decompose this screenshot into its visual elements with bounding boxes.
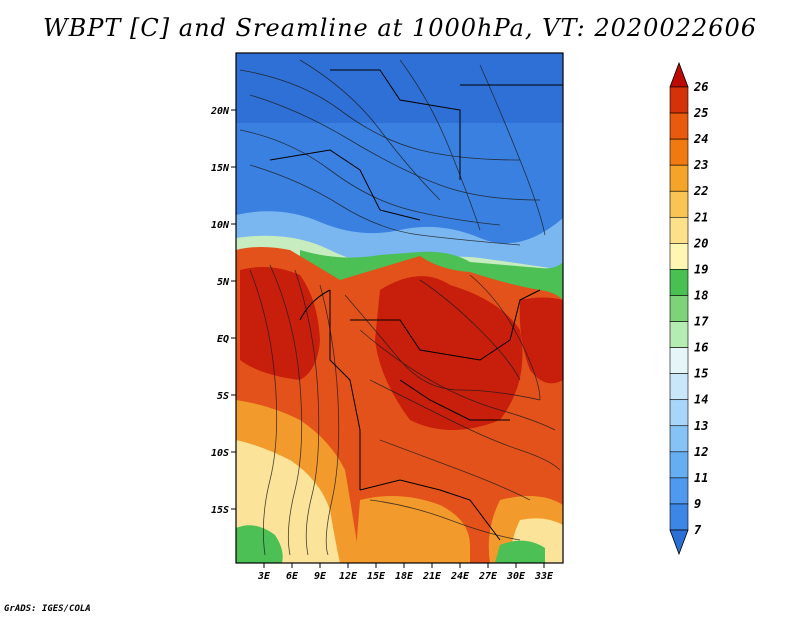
lat-label: 10N <box>211 220 230 231</box>
lon-label: 9E <box>314 571 327 582</box>
colorbar-bin <box>669 451 689 479</box>
lat-label: 20N <box>210 106 230 117</box>
lon-label: 27E <box>478 571 498 582</box>
colorbar-label: 20 <box>693 236 708 250</box>
footer-credit: GrADS: IGES/COLA <box>4 604 91 614</box>
green-southeast <box>495 540 545 563</box>
hot-core-east <box>519 297 563 384</box>
colorbar-bin <box>669 243 689 270</box>
lon-label: 33E <box>534 571 554 582</box>
hot-core-west <box>240 266 320 380</box>
colorbar-bin <box>669 321 689 348</box>
lon-label: 3E <box>257 571 271 582</box>
green-southwest <box>236 525 283 563</box>
colorbar-label: 25 <box>693 106 708 120</box>
colorbar-label: 13 <box>694 419 708 433</box>
colorbar-label: 9 <box>694 497 701 511</box>
colorbar-bin <box>669 190 689 218</box>
country-borders <box>269 69 563 541</box>
colorbar-label: 7 <box>694 523 702 537</box>
colorbar-bin <box>669 269 689 296</box>
cold-deep-region <box>236 53 563 123</box>
colorbar-bin <box>669 503 689 531</box>
colorbar-bin <box>669 164 689 192</box>
colorbar-label: 16 <box>694 341 708 355</box>
colorbar-label: 12 <box>694 445 708 459</box>
colorbar-label: 17 <box>694 315 709 329</box>
colorbar-bottom-triangle <box>669 529 689 556</box>
lon-label: 21E <box>422 571 442 582</box>
colorbar-bin <box>669 373 689 401</box>
colorbar-label: 24 <box>693 132 708 146</box>
lat-label: 15S <box>211 505 229 516</box>
colorbar-bin <box>669 138 689 166</box>
longitude-axis: 3E 6E 9E 12E 15E 18E 21E 24E 27E 30E 33E <box>257 563 554 582</box>
map-frame <box>235 52 564 564</box>
colorbar-label: 26 <box>693 80 708 94</box>
colorbar-label: 11 <box>694 471 708 485</box>
colorbar-label: 22 <box>693 184 708 198</box>
lat-label: EQ <box>217 334 229 345</box>
colorbar-label: 15 <box>694 367 708 381</box>
lat-label: 15N <box>211 163 230 174</box>
orange-south <box>355 496 470 563</box>
colorbar-label: 14 <box>694 393 708 407</box>
colorbar-bin <box>669 216 689 244</box>
colorbar-bin <box>669 347 689 374</box>
colorbar-bin <box>669 477 689 505</box>
colorbar-top-triangle <box>669 61 689 88</box>
colorbar-label: 18 <box>694 288 708 302</box>
colorbar-bin <box>669 295 689 322</box>
colorbar: 7 9 11 12 13 14 15 16 17 18 19 20 21 22 23 24 25 26 <box>669 61 709 556</box>
latitude-axis: 20N 15N 10N 5N EQ 5S 10S 15S <box>210 106 236 516</box>
lat-label: 5N <box>217 277 230 288</box>
lon-label: 30E <box>506 571 526 582</box>
lon-label: 12E <box>339 571 358 582</box>
map-title: WBPT [C] and Sreamline at 1000hPa, VT: 2… <box>42 14 758 42</box>
colorbar-bin <box>669 425 689 453</box>
streamlines <box>239 59 561 556</box>
wbpt-field <box>236 53 563 563</box>
colorbar-bin <box>669 86 689 114</box>
lon-label: 24E <box>450 571 470 582</box>
colorbar-bin <box>669 112 689 140</box>
colorbar-bin <box>669 399 689 427</box>
colorbar-label: 23 <box>693 158 708 172</box>
colorbar-label: 19 <box>694 262 708 276</box>
lon-label: 6E <box>286 571 299 582</box>
lon-label: 18E <box>395 571 414 582</box>
lat-label: 10S <box>211 448 229 459</box>
lon-label: 15E <box>367 571 386 582</box>
colorbar-label: 21 <box>693 210 708 224</box>
lat-label: 5S <box>217 391 229 402</box>
